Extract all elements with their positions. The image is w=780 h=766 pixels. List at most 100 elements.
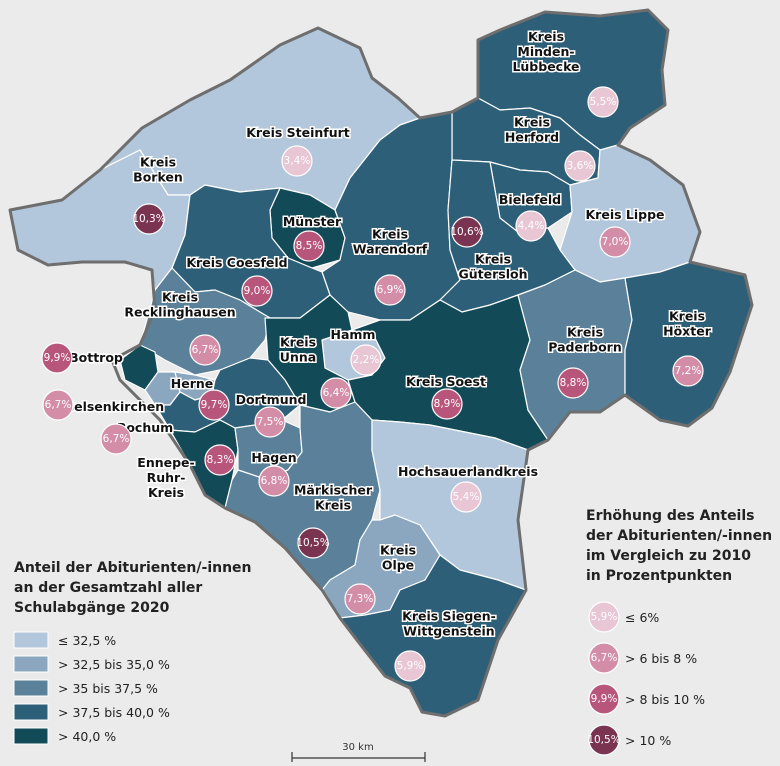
region-label-guetersloh: Kreis Gütersloh (459, 252, 528, 282)
region-label-lippe: Kreis Lippe (585, 207, 664, 222)
value-bubble-guetersloh: 10,6% (450, 216, 484, 248)
region-label-line: Warendorf (353, 242, 428, 257)
value-bubble-circle (189, 334, 221, 366)
region-label-line: Hamm (331, 327, 376, 342)
scale-label: 30 km (342, 742, 373, 753)
region-label-steinfurt: Kreis Steinfurt (246, 125, 350, 140)
value-bubble-dortmund: 7,5% (254, 406, 286, 438)
region-label-line: Gelsenkirchen (64, 399, 164, 414)
region-label-line: Kreis (669, 309, 705, 324)
state-outline (8, 8, 754, 718)
value-bubble-hochsauerland: 5,4% (450, 481, 482, 513)
legend-share-swatch (13, 655, 49, 673)
value-bubble-soest: 8,9% (431, 388, 463, 420)
region-label-line: Kreis (372, 227, 408, 242)
value-bubble-circle (599, 226, 631, 258)
value-bubble-text: 10,3% (132, 213, 165, 225)
region-label-line: Hochsauerlandkreis (398, 464, 538, 479)
value-bubble-circle (297, 527, 329, 559)
region-label-line: Wittgenstein (403, 624, 494, 639)
region-label-hagen: Hagen (251, 450, 296, 465)
value-bubble-herne: 9,7% (198, 389, 230, 421)
legend-increase-title-line: Erhöhung des Anteils (586, 508, 755, 524)
region-label-ennepe: Ennepe-Ruhr-Kreis (137, 455, 194, 500)
value-bubble-text: 5,4% (453, 491, 480, 503)
region-label-olpe: Kreis Olpe (380, 543, 416, 573)
region-label-hamm: Hamm (331, 327, 376, 342)
value-bubble-ennepe: 8,3% (204, 444, 236, 476)
legend-share-swatch (13, 703, 49, 721)
value-bubble-circle (451, 216, 483, 248)
region-label-line: Bottrop (69, 350, 123, 365)
region-label-herford: Kreis Herford (505, 115, 559, 145)
region-hoexter[interactable] (624, 261, 753, 427)
region-label-line: Recklinghausen (124, 305, 235, 320)
region-label-line: Kreis Siegen- (402, 609, 496, 624)
region-label-line: Minden- (517, 44, 574, 59)
legend-increase-sample: 6,7% (591, 652, 618, 664)
legend-increase-title-line: in Prozentpunkten (586, 568, 732, 584)
legend-share-label: > 35 bis 37,5 % (58, 681, 158, 696)
value-bubble-muenster: 8,5% (293, 230, 325, 262)
region-label-line: Kreis (162, 290, 198, 305)
legend-increase-bubble (588, 601, 620, 633)
value-bubble-text: 3,6% (567, 160, 594, 172)
region-label-line: Kreis (380, 543, 416, 558)
region-label-line: Ennepe- (137, 455, 194, 470)
value-bubble-text: 10,5% (296, 537, 329, 549)
value-bubble-text: 6,8% (261, 475, 288, 487)
value-bubble-recklinghausen: 6,7% (189, 334, 221, 366)
value-bubble-lippe: 7,0% (599, 226, 631, 258)
value-bubble-circle (42, 389, 74, 421)
legend-increase-title-line: der Abiturienten/-innen (586, 528, 772, 544)
value-bubble-circle (293, 230, 325, 262)
value-bubble-gelsenkirchen: 6,7% (42, 389, 74, 421)
value-bubble-circle (587, 86, 619, 118)
region-label-line: Paderborn (548, 340, 621, 355)
value-bubble-circle (198, 389, 230, 421)
region-label-unna: Kreis Unna (280, 335, 316, 365)
region-recklinghausen[interactable] (139, 267, 271, 376)
region-label-line: Kreis Soest (406, 374, 486, 389)
value-bubble-circle (241, 275, 273, 307)
region-label-line: Lübbecke (512, 59, 579, 74)
region-label-line: Olpe (382, 558, 414, 573)
value-bubble-circle (281, 145, 313, 177)
value-bubble-hamm: 2,2% (350, 344, 382, 376)
region-label-line: Kreis (528, 29, 564, 44)
legend-increase-label: > 8 bis 10 % (625, 692, 705, 707)
legend-share-title-line: Schulabgänge 2020 (14, 600, 170, 616)
value-bubble-circle (344, 583, 376, 615)
region-label-line: Kreis (475, 252, 511, 267)
legend-increase-sample: 9,9% (591, 693, 618, 705)
legend-increase-label: > 6 bis 8 % (625, 651, 697, 666)
region-label-dortmund: Dortmund (236, 392, 307, 407)
value-bubble-text: 8,5% (296, 240, 323, 252)
value-bubble-circle (100, 423, 132, 455)
value-bubble-text: 6,9% (377, 284, 404, 296)
value-bubble-circle (431, 388, 463, 420)
value-bubble-text: 7,0% (602, 236, 629, 248)
value-bubble-text: 8,9% (434, 398, 461, 410)
region-paderborn[interactable] (517, 269, 633, 441)
scale-bar: 30 km (291, 742, 426, 762)
value-bubble-circle (350, 344, 382, 376)
value-bubble-text: 9,0% (244, 285, 271, 297)
region-label-recklinghausen: Kreis Recklinghausen (124, 290, 235, 320)
region-label-line: Kreis Coesfeld (186, 255, 287, 270)
value-bubble-bochum: 6,7% (100, 423, 132, 455)
value-bubble-circle (254, 406, 286, 438)
region-label-line: Münster (283, 214, 342, 229)
value-bubble-circle (258, 465, 290, 497)
legend-increase-title-line: im Vergleich zu 2010 (586, 548, 751, 564)
value-bubble-warendorf: 6,9% (374, 274, 406, 306)
value-bubble-text: 6,7% (45, 399, 72, 411)
value-bubble-text: 8,8% (560, 377, 587, 389)
region-label-line: Borken (133, 170, 183, 185)
legend-share-label: > 40,0 % (58, 729, 116, 744)
value-bubble-text: 10,6% (450, 226, 483, 238)
value-bubble-text: 7,5% (257, 416, 284, 428)
value-bubble-bottrop: 9,9% (41, 342, 73, 374)
value-bubble-circle (41, 342, 73, 374)
